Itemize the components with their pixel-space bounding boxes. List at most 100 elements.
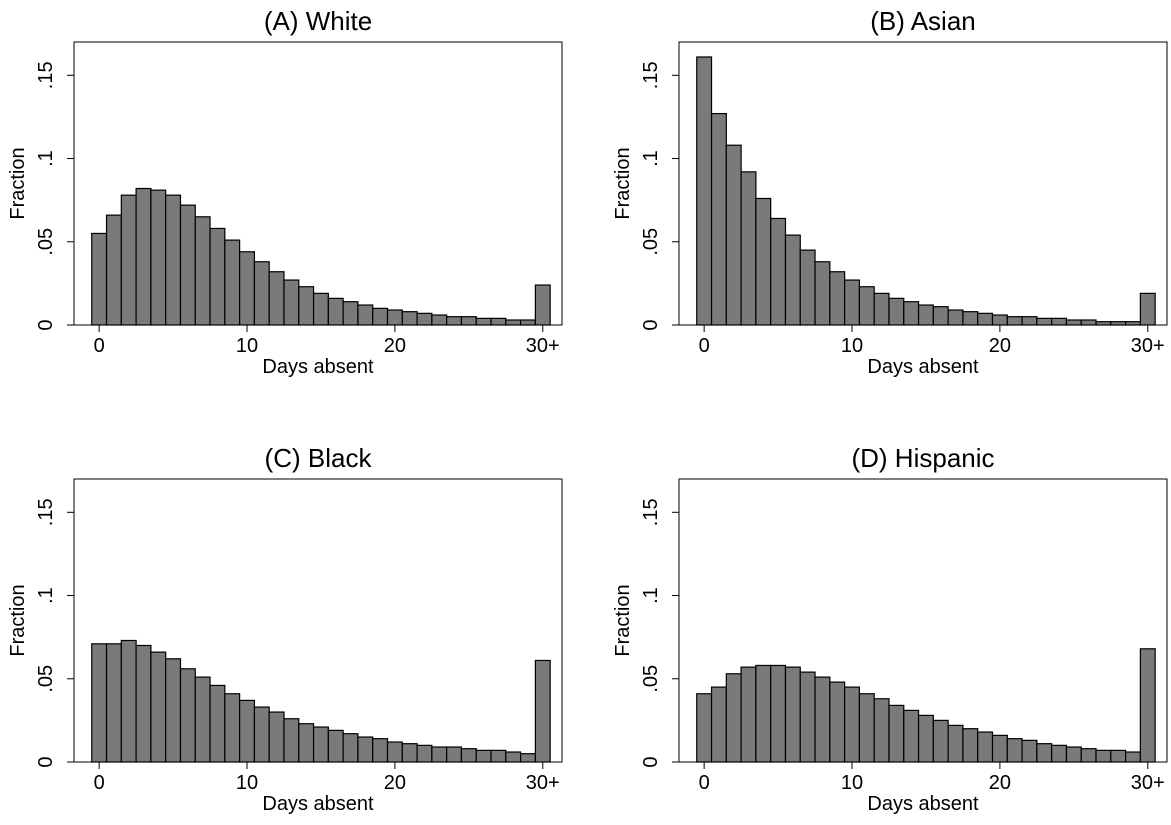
bar-asian-30	[1139, 292, 1156, 326]
panel-title-hispanic: (D) Hispanic	[851, 443, 994, 473]
bar-black-20	[386, 741, 403, 763]
bar-white-4	[150, 189, 167, 326]
bar-hispanic-17	[947, 724, 964, 763]
bar-hispanic-29	[1124, 751, 1141, 763]
x-axis-label-hispanic: Days absent	[867, 793, 979, 815]
bar-asian-12	[873, 292, 890, 326]
y-tick-label-white: .15	[35, 61, 57, 89]
bar-asian-4	[755, 197, 772, 326]
bar-asian-10	[844, 279, 861, 326]
bar-black-30	[534, 659, 551, 763]
x-tick-label-asian: 20	[989, 335, 1011, 357]
bar-hispanic-5	[770, 664, 787, 763]
y-tick-label-hispanic: .15	[640, 498, 662, 526]
bar-white-1	[105, 214, 122, 326]
panel-title-asian: (B) Asian	[870, 6, 976, 36]
bar-hispanic-26	[1080, 748, 1097, 763]
bar-white-16	[327, 297, 344, 326]
x-tick-label-hispanic: 30+	[1131, 772, 1165, 794]
bar-asian-5	[770, 217, 787, 326]
bar-asian-6	[784, 234, 801, 326]
bar-hispanic-23	[1036, 743, 1053, 763]
bar-hispanic-24	[1051, 744, 1068, 763]
panel-black: (C) Black 0 .05 .1 .15 0 10 20 30+ Days absent Fra…	[7, 443, 563, 815]
bar-white-8	[209, 227, 226, 326]
bar-white-7	[194, 216, 211, 326]
y-axis-label-white: Fraction	[7, 147, 29, 219]
bar-hispanic-12	[873, 698, 890, 763]
y-tick-label-asian: .1	[640, 150, 662, 167]
bar-asian-9	[829, 271, 846, 326]
x-tick-label-asian: 10	[841, 335, 863, 357]
bar-black-11	[253, 706, 270, 763]
bar-asian-18	[962, 311, 979, 326]
y-tick-label-asian: .05	[640, 228, 662, 256]
bar-black-15	[312, 726, 329, 763]
bar-white-22	[416, 312, 433, 326]
y-axis-label-asian: Fraction	[612, 147, 634, 219]
bar-hispanic-1	[710, 686, 727, 763]
y-tick-label-hispanic: 0	[640, 756, 662, 767]
bar-hispanic-14	[903, 709, 920, 763]
bar-black-0	[91, 643, 108, 763]
y-tick-label-black: .15	[35, 498, 57, 526]
bar-asian-25	[1065, 319, 1082, 326]
bar-white-28	[505, 319, 522, 326]
bar-hispanic-13	[888, 704, 905, 763]
bar-black-27	[490, 749, 507, 763]
bar-hispanic-2	[725, 673, 742, 763]
bar-white-13	[283, 279, 300, 326]
bar-white-21	[401, 311, 418, 326]
bar-white-27	[490, 317, 507, 326]
bar-hispanic-10	[844, 686, 861, 763]
bar-hispanic-9	[829, 681, 846, 763]
bar-black-23	[431, 746, 448, 763]
bar-asian-8	[814, 261, 831, 326]
bar-asian-0	[696, 56, 713, 326]
bar-hispanic-25	[1065, 746, 1082, 763]
bar-hispanic-16	[932, 719, 949, 763]
bar-asian-23	[1036, 317, 1053, 326]
bar-black-26	[475, 749, 492, 763]
bar-black-22	[416, 744, 433, 763]
bar-black-24	[446, 746, 463, 763]
bar-white-11	[253, 261, 270, 326]
x-axis-label-asian: Days absent	[867, 356, 979, 378]
bar-white-10	[239, 251, 256, 326]
bar-white-20	[386, 309, 403, 326]
panel-asian: (B) Asian 0 .05 .1 .15 0 10 20 30+ Days absent Fra…	[612, 6, 1168, 378]
bar-black-14	[298, 723, 315, 763]
bar-black-2	[120, 639, 137, 763]
bar-white-25	[460, 316, 477, 326]
bar-black-21	[401, 743, 418, 763]
x-tick-label-white: 10	[236, 335, 258, 357]
bar-asian-16	[932, 306, 949, 326]
bar-black-28	[505, 751, 522, 763]
bar-hispanic-22	[1021, 739, 1038, 763]
bar-black-13	[283, 718, 300, 763]
bar-black-19	[372, 738, 389, 763]
bar-hispanic-21	[1006, 738, 1023, 763]
plot-frame-white	[73, 41, 563, 326]
bar-black-18	[357, 736, 374, 763]
plot-frame-asian	[678, 41, 1168, 326]
bar-asian-17	[947, 309, 964, 326]
bar-asian-14	[903, 301, 920, 326]
y-tick-label-black: .1	[35, 587, 57, 604]
bar-hispanic-27	[1095, 749, 1112, 763]
bar-hispanic-20	[991, 734, 1008, 763]
y-tick-label-asian: 0	[640, 319, 662, 330]
bar-hispanic-15	[917, 714, 934, 763]
x-tick-label-asian: 0	[699, 335, 710, 357]
y-tick-label-white: 0	[35, 319, 57, 330]
bar-hispanic-19	[977, 731, 994, 763]
bar-white-5	[165, 194, 182, 326]
bar-hispanic-3	[740, 666, 757, 763]
bar-black-5	[165, 658, 182, 763]
bar-black-9	[224, 693, 241, 763]
x-tick-label-black: 30+	[526, 772, 560, 794]
bar-white-15	[312, 292, 329, 326]
plot-frame-hispanic	[678, 478, 1168, 763]
panel-hispanic: (D) Hispanic 0 .05 .1 .15 0 10 20 30+ Days absent…	[612, 443, 1168, 815]
x-tick-label-white: 30+	[526, 335, 560, 357]
